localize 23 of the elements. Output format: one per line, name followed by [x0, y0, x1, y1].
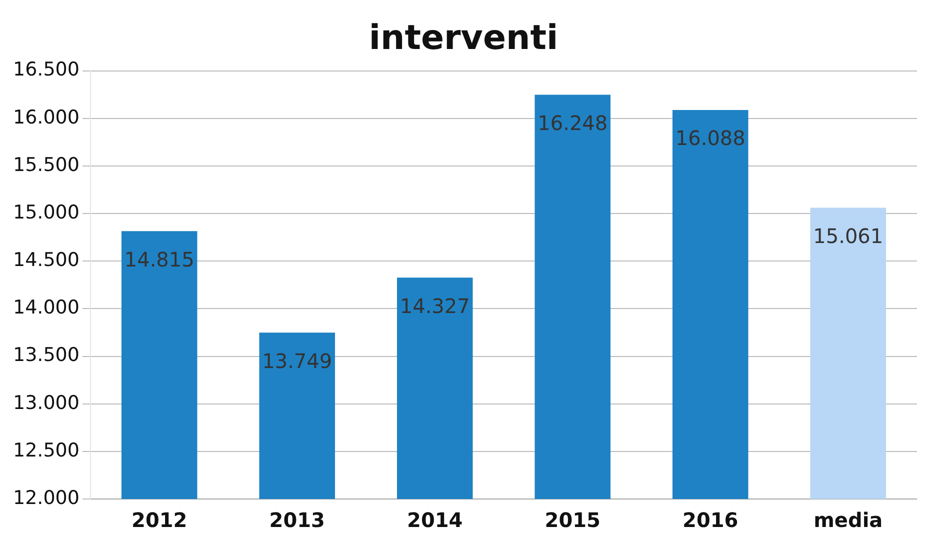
y-tick-label: 15.000 [12, 201, 80, 224]
x-tick-label: 2012 [132, 508, 188, 532]
data-label: 14.327 [400, 294, 470, 318]
x-tick-label: 2013 [269, 508, 325, 532]
x-tick-label: 2015 [544, 508, 600, 532]
y-tick-label: 16.000 [12, 106, 80, 128]
y-tick-label: 14.000 [12, 296, 80, 319]
x-tick-label: media [814, 508, 883, 532]
y-tick-label: 12.500 [12, 439, 80, 462]
data-label: 13.749 [262, 348, 332, 373]
x-tick-label: 2014 [407, 508, 463, 532]
x-tick-label: 2016 [682, 508, 738, 532]
y-tick-label: 13.500 [12, 344, 80, 366]
y-tick-label: 14.500 [12, 249, 80, 272]
data-label: 15.061 [813, 224, 884, 248]
data-label: 16.248 [538, 110, 608, 135]
chart-title: interventi [368, 18, 558, 58]
y-tick-label: 13.000 [12, 392, 80, 414]
y-tick-label: 16.500 [12, 58, 80, 81]
y-tick-label: 12.000 [12, 486, 80, 509]
data-label: 14.815 [124, 247, 194, 272]
data-label: 16.088 [675, 126, 746, 150]
y-tick-label: 15.500 [12, 154, 80, 176]
